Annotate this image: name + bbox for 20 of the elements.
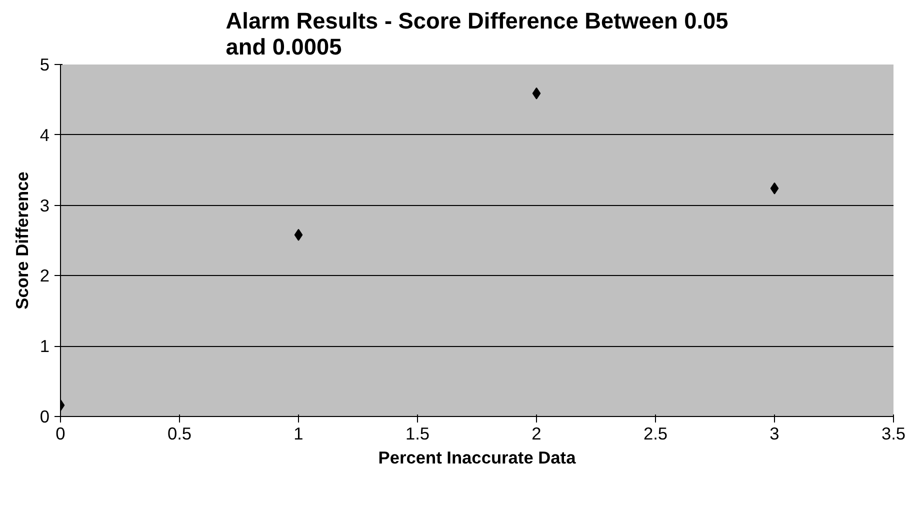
y-tick-label: 0 [40,406,50,426]
y-tick-label: 3 [40,195,50,216]
y-tick-label: 4 [40,124,50,145]
y-axis-title: Score Difference [12,171,32,310]
y-tick-label: 5 [40,54,50,74]
point [532,87,541,100]
point [294,228,303,241]
x-tick-label: 1.5 [405,424,430,444]
x-axis-title: Percent Inaccurate Data [378,448,576,468]
x-tick-label: 1 [294,424,304,444]
x-tick-label: 3.5 [881,424,906,444]
point [770,182,779,194]
y-tick-label: 1 [40,336,50,356]
x-tick-label: 3 [770,424,780,444]
x-tick-label: 0 [56,424,66,444]
chart-title: Alarm Results - Score Difference Between 0.05 and 0.0005 [226,8,728,60]
y-tick-label: 2 [40,266,50,286]
x-tick-label: 2.5 [643,424,668,444]
x-tick-label: 2 [532,424,542,444]
x-tick-label: 0.5 [167,424,192,444]
